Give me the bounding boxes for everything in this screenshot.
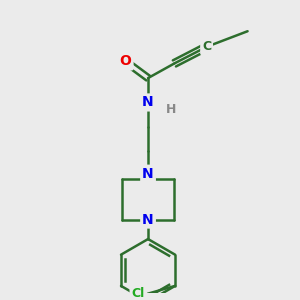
Text: N: N	[142, 167, 154, 181]
Text: Cl: Cl	[131, 287, 145, 300]
Text: C: C	[202, 40, 211, 53]
Text: H: H	[166, 103, 177, 116]
Text: N: N	[142, 95, 154, 110]
Text: N: N	[142, 212, 154, 226]
Text: O: O	[120, 55, 131, 68]
